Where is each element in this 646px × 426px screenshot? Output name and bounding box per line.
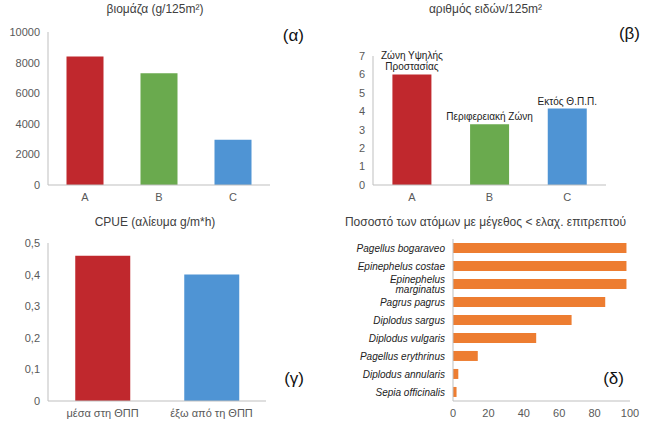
svg-text:Diplodus sargus: Diplodus sargus [373, 315, 445, 326]
svg-text:4000: 4000 [16, 118, 40, 130]
svg-text:0: 0 [34, 395, 40, 407]
svg-text:Epinephelusmarginatus: Epinephelusmarginatus [390, 274, 445, 295]
svg-text:5: 5 [359, 87, 365, 99]
svg-text:2000: 2000 [16, 148, 40, 160]
svg-text:Diplodus vulgaris: Diplodus vulgaris [369, 333, 445, 344]
svg-text:C: C [563, 191, 571, 203]
svg-text:B: B [155, 191, 162, 203]
svg-text:Epinephelus costae: Epinephelus costae [358, 261, 446, 272]
html-text:(δ): (δ) [603, 369, 624, 388]
svg-text:6000: 6000 [16, 87, 40, 99]
svg-text:Ζώνη ΥψηλήςΠροστασίας: Ζώνη ΥψηλήςΠροστασίας [381, 50, 443, 72]
svg-text:0: 0 [359, 179, 365, 191]
svg-text:B: B [486, 191, 493, 203]
svg-text:8000: 8000 [16, 57, 40, 69]
svg-text:80: 80 [588, 407, 600, 419]
html-text:CPUE (αλίευμα g/m*h): CPUE (αλίευμα g/m*h) [94, 215, 216, 229]
svg-text:20: 20 [482, 407, 494, 419]
svg-text:μέσα στη ΘΠΠ: μέσα στη ΘΠΠ [66, 407, 138, 419]
svg-text:10000: 10000 [9, 26, 40, 38]
svg-text:Diplodus annularis: Diplodus annularis [363, 369, 445, 380]
svg-text:Pagrus pagrus: Pagrus pagrus [380, 297, 445, 308]
svg-text:6: 6 [359, 68, 365, 80]
svg-text:0,3: 0,3 [25, 300, 40, 312]
svg-text:έξω από τη ΘΠΠ: έξω από τη ΘΠΠ [170, 407, 253, 419]
svg-text:C: C [229, 191, 237, 203]
svg-text:1: 1 [359, 160, 365, 172]
html-text:(β): (β) [618, 24, 640, 43]
svg-text:0,4: 0,4 [25, 269, 40, 281]
svg-text:60: 60 [553, 407, 565, 419]
svg-text:Περιφερειακή Ζώνη: Περιφερειακή Ζώνη [446, 111, 533, 122]
svg-text:Pagellus bogaraveo: Pagellus bogaraveo [357, 243, 446, 254]
svg-text:Pagellus erythrinus: Pagellus erythrinus [360, 351, 445, 362]
svg-text:4: 4 [359, 105, 365, 117]
svg-text:0: 0 [450, 407, 456, 419]
svg-text:100: 100 [621, 407, 638, 419]
svg-text:0,1: 0,1 [25, 363, 40, 375]
html-text:αριθμός ειδών/125m²: αριθμός ειδών/125m² [428, 2, 543, 16]
svg-text:40: 40 [518, 407, 530, 419]
svg-text:Sepia officinalis: Sepia officinalis [376, 387, 445, 398]
svg-text:A: A [408, 191, 416, 203]
html-text:(γ): (γ) [284, 369, 304, 388]
html-text:Ποσοστό των ατόμων με μέγεθος: Ποσοστό των ατόμων με μέγεθος < ελαχ. επ… [344, 215, 627, 229]
html-text:(α): (α) [282, 26, 304, 45]
svg-text:3: 3 [359, 124, 365, 136]
svg-text:0: 0 [34, 179, 40, 191]
html-text:βιομάζα (g/125m²): βιομάζα (g/125m²) [106, 2, 204, 16]
svg-text:A: A [81, 191, 89, 203]
svg-text:7: 7 [359, 50, 365, 62]
svg-text:2: 2 [359, 142, 365, 154]
svg-text:0,5: 0,5 [25, 237, 40, 249]
svg-text:0,2: 0,2 [25, 332, 40, 344]
svg-text:Εκτός Θ.Π.Π.: Εκτός Θ.Π.Π. [538, 96, 597, 107]
